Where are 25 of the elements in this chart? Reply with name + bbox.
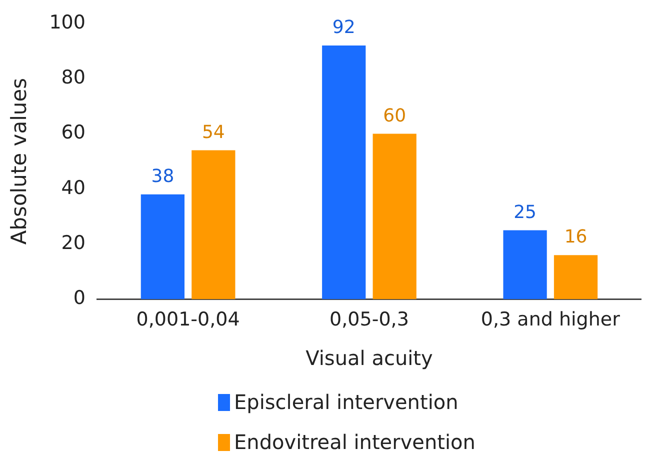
y-tick-label: 40: [61, 176, 86, 199]
data-label: 25: [514, 202, 536, 223]
data-label: 92: [332, 17, 356, 38]
legend-label: Endovitreal intervention: [234, 430, 476, 454]
data-label: 60: [383, 105, 406, 126]
y-tick-label: 80: [61, 66, 86, 88]
y-axis-title: Absolute values: [7, 78, 32, 245]
bar: [554, 255, 598, 300]
x-axis-title: Visual acuity: [306, 346, 434, 370]
legend-label: Episcleral intervention: [234, 390, 458, 414]
data-label: 54: [202, 122, 225, 143]
bar: [192, 150, 236, 300]
x-tick-label: 0,001-0,04: [136, 308, 240, 331]
data-label: 38: [151, 166, 174, 188]
data-label: 16: [564, 226, 588, 248]
y-tick-label: 0: [73, 287, 86, 310]
x-tick-label: 0,05-0,3: [330, 308, 409, 331]
bar: [503, 230, 547, 300]
y-tick-label: 20: [61, 232, 86, 254]
bar: [140, 194, 185, 300]
bar: [322, 45, 366, 300]
x-tick-label: 0,3 and higher: [480, 308, 620, 331]
y-tick-label: 100: [49, 11, 86, 34]
bar: [372, 134, 416, 300]
y-tick-label: 60: [61, 122, 86, 144]
